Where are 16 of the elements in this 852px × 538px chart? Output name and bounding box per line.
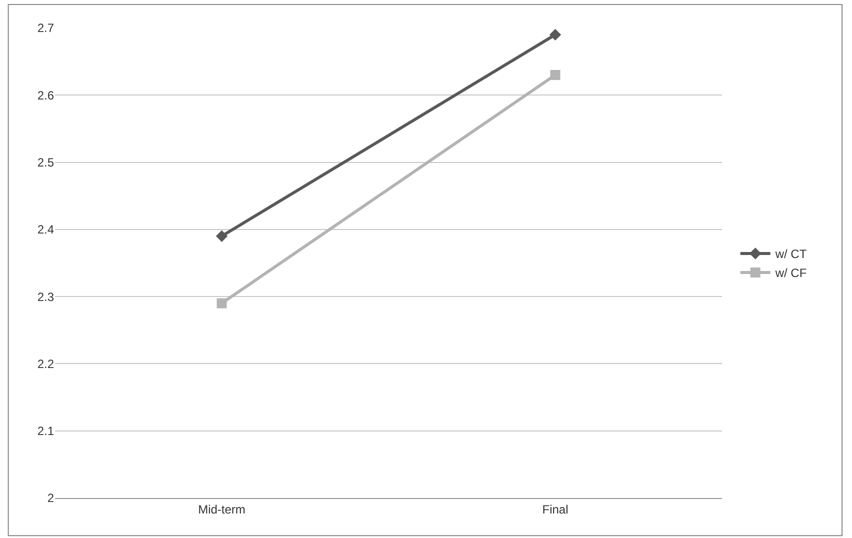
y-tick-label: 2.3 [37,290,54,304]
point [216,230,228,242]
y-tick-label: 2.4 [37,222,54,237]
x-tick-label: Mid-term [198,502,246,516]
y-tick-label: 2.7 [37,21,54,36]
y-tick-label: 2.2 [37,356,54,371]
y-tick-label: 2 [47,491,54,506]
y-tick-label: 2.1 [37,424,54,438]
point [216,298,227,308]
y-tick-label: 2.5 [37,155,54,170]
legend-label: w/ CT [774,247,808,262]
y-tick-label: 2.6 [37,88,54,102]
point [549,28,562,41]
x-tick-label: Final [542,502,568,516]
legend-label: w/ CF [774,266,807,280]
point [550,70,560,80]
